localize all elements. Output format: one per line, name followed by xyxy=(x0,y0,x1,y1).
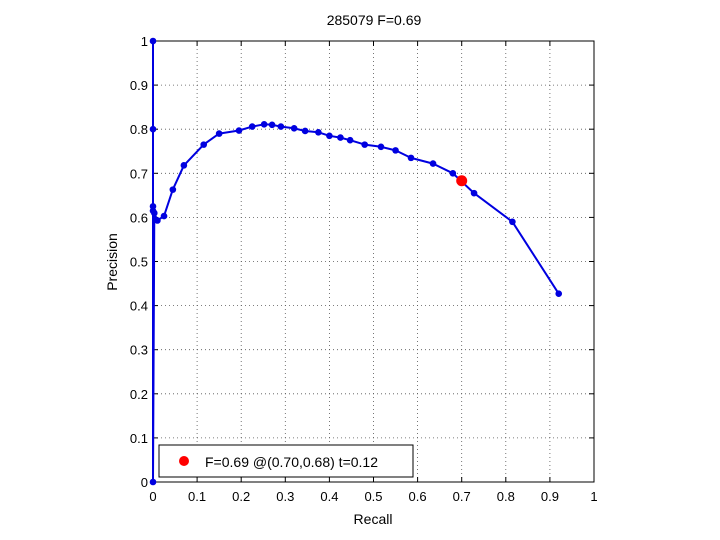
x-tick-label: 1 xyxy=(590,489,597,504)
data-point xyxy=(260,121,268,128)
data-point xyxy=(215,130,223,137)
x-tick-label: 0.3 xyxy=(276,489,294,504)
data-point xyxy=(180,162,188,169)
y-tick-label: 0.2 xyxy=(130,387,148,402)
y-tick-label: 0.7 xyxy=(130,166,148,181)
legend-marker xyxy=(179,456,189,466)
data-point xyxy=(160,212,168,220)
data-point xyxy=(290,125,298,132)
highlight-point xyxy=(456,175,468,187)
y-tick-label: 0.4 xyxy=(130,299,148,314)
y-tick-label: 1 xyxy=(141,34,148,49)
y-tick-labels: 0 0.1 0.2 0.3 0.4 0.5 0.6 0.7 0.8 0.9 1 xyxy=(130,34,148,490)
legend-label: F=0.69 @(0.70,0.68) t=0.12 xyxy=(205,454,378,470)
x-tick-label: 0.5 xyxy=(364,489,382,504)
data-point xyxy=(429,160,437,167)
x-tick-label: 0.2 xyxy=(232,489,250,504)
data-point xyxy=(149,478,157,486)
x-tick-label: 0.6 xyxy=(409,489,427,504)
data-point xyxy=(326,132,333,140)
data-point xyxy=(555,290,563,297)
series-layer xyxy=(149,37,563,486)
data-point xyxy=(169,186,177,193)
y-tick-label: 0.1 xyxy=(130,431,148,446)
y-axis-label: Precision xyxy=(104,233,120,291)
data-point xyxy=(407,154,415,162)
data-point xyxy=(151,209,158,217)
data-point xyxy=(149,125,157,133)
highlight-layer xyxy=(456,175,468,187)
data-point xyxy=(337,134,344,141)
data-point xyxy=(392,147,399,154)
data-point xyxy=(315,128,322,136)
legend-box xyxy=(158,444,414,478)
y-tick-label: 0.5 xyxy=(130,255,148,270)
y-tick-label: 0.3 xyxy=(130,343,148,358)
data-point xyxy=(470,189,478,197)
data-point xyxy=(377,143,385,151)
data-point xyxy=(346,136,354,144)
data-point xyxy=(268,121,276,129)
x-axis-label: Recall xyxy=(354,511,393,527)
data-point xyxy=(235,127,243,134)
y-tick-label: 0.6 xyxy=(130,210,148,225)
data-point xyxy=(277,123,285,130)
x-tick-label: 0.8 xyxy=(497,489,515,504)
x-tick-label: 0.4 xyxy=(320,489,338,504)
legend: F=0.69 @(0.70,0.68) t=0.12 xyxy=(158,444,414,478)
x-tick-label: 0.7 xyxy=(453,489,471,504)
x-tick-label: 0 xyxy=(149,489,156,504)
axis-ticks xyxy=(152,40,595,483)
data-point xyxy=(248,123,256,130)
chart-title: 285079 F=0.69 xyxy=(327,12,422,28)
data-point xyxy=(154,217,161,224)
grid xyxy=(153,41,594,482)
y-tick-label: 0.8 xyxy=(130,122,148,137)
x-tick-label: 0.1 xyxy=(188,489,206,504)
x-tick-labels: 0 0.1 0.2 0.3 0.4 0.5 0.6 0.7 0.8 0.9 1 xyxy=(149,489,597,504)
y-tick-label: 0.9 xyxy=(130,78,148,93)
data-point xyxy=(449,170,457,177)
data-point xyxy=(149,37,157,45)
x-tick-label: 0.9 xyxy=(541,489,559,504)
y-tick-label: 0 xyxy=(141,475,148,490)
data-point xyxy=(200,141,208,148)
data-point xyxy=(361,141,368,148)
data-point xyxy=(509,218,516,226)
data-point xyxy=(301,127,309,135)
